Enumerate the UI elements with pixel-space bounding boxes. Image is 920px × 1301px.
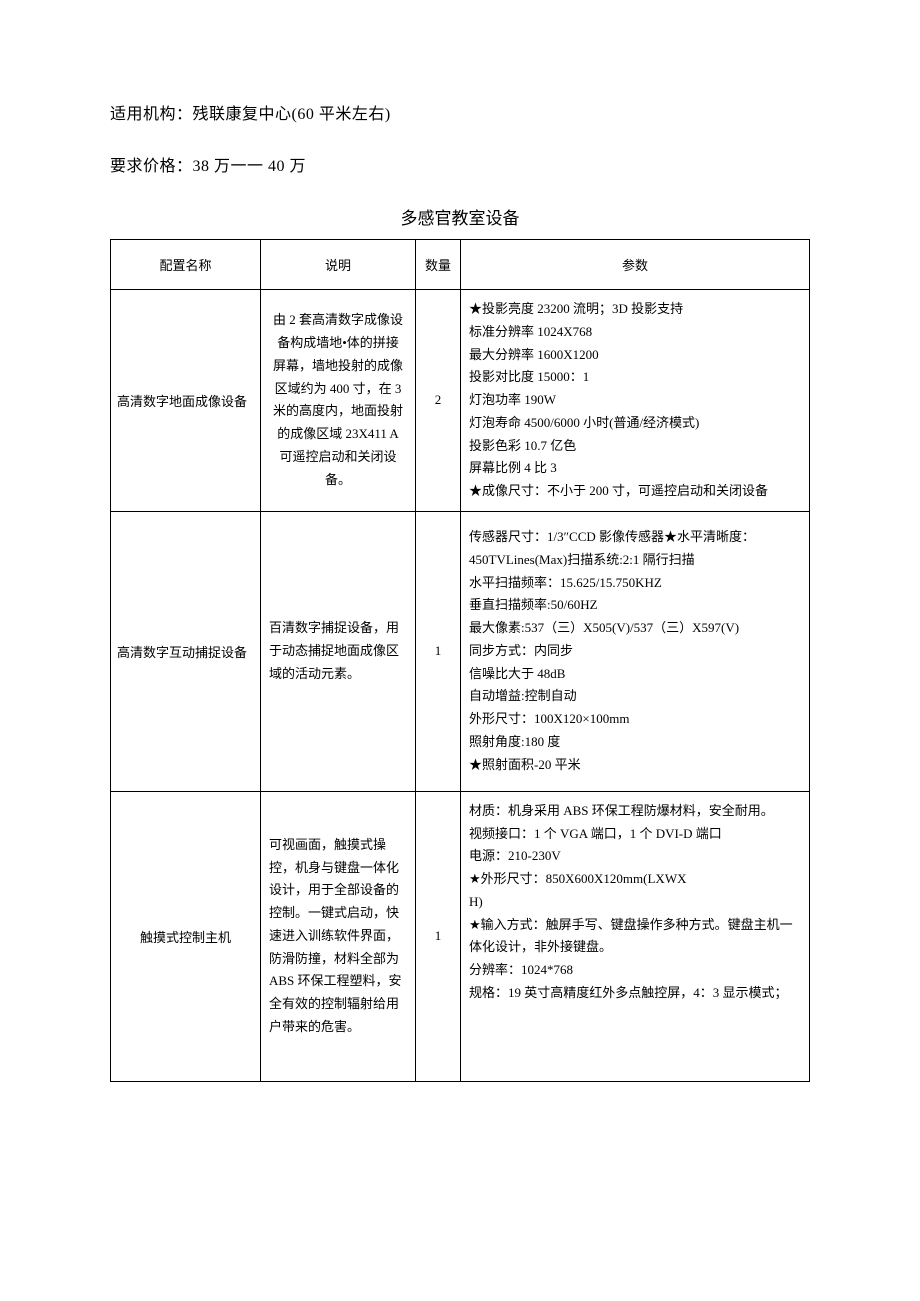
table-row: 触摸式控制主机 可视画面，触摸式操控，机身与键盘一体化设计，用于全部设备的控制。… (111, 791, 810, 1081)
cell-param: ★投影亮度 23200 流明；3D 投影支持标准分辨率 1024X768最大分辨… (461, 290, 810, 512)
table-title: 多感官教室设备 (110, 204, 810, 229)
cell-name: 触摸式控制主机 (111, 791, 261, 1081)
cell-param: 材质：机身采用 ABS 环保工程防爆材料，安全耐用。视频接口：1 个 VGA 端… (461, 791, 810, 1081)
header-name: 配置名称 (111, 240, 261, 290)
header-desc: 说明 (261, 240, 416, 290)
table-row: 高清数字地面成像设备 由 2 套高清数字成像设备构成墙地•体的拼接屏幕，墙地投射… (111, 290, 810, 512)
intro-line-1: 适用机构：残联康复中心(60 平米左右) (110, 100, 810, 124)
equipment-table: 配置名称 说明 数量 参数 高清数字地面成像设备 由 2 套高清数字成像设备构成… (110, 239, 810, 1082)
table-row: 高清数字互动捕捉设备 百清数字捕捉设备，用于动态捕捉地面成像区域的活动元素。 1… (111, 511, 810, 791)
cell-desc: 可视画面，触摸式操控，机身与键盘一体化设计，用于全部设备的控制。一键式启动，快速… (261, 791, 416, 1081)
cell-name: 高清数字互动捕捉设备 (111, 511, 261, 791)
cell-qty: 2 (416, 290, 461, 512)
cell-qty: 1 (416, 511, 461, 791)
cell-desc: 由 2 套高清数字成像设备构成墙地•体的拼接屏幕，墙地投射的成像区域约为 400… (261, 290, 416, 512)
header-qty: 数量 (416, 240, 461, 290)
cell-qty: 1 (416, 791, 461, 1081)
cell-param: 传感器尺寸：1/3″CCD 影像传感器★水平清晰度：450TVLines(Max… (461, 511, 810, 791)
header-param: 参数 (461, 240, 810, 290)
intro-line-2: 要求价格：38 万一一 40 万 (110, 152, 810, 176)
cell-desc: 百清数字捕捉设备，用于动态捕捉地面成像区域的活动元素。 (261, 511, 416, 791)
table-header-row: 配置名称 说明 数量 参数 (111, 240, 810, 290)
cell-name: 高清数字地面成像设备 (111, 290, 261, 512)
